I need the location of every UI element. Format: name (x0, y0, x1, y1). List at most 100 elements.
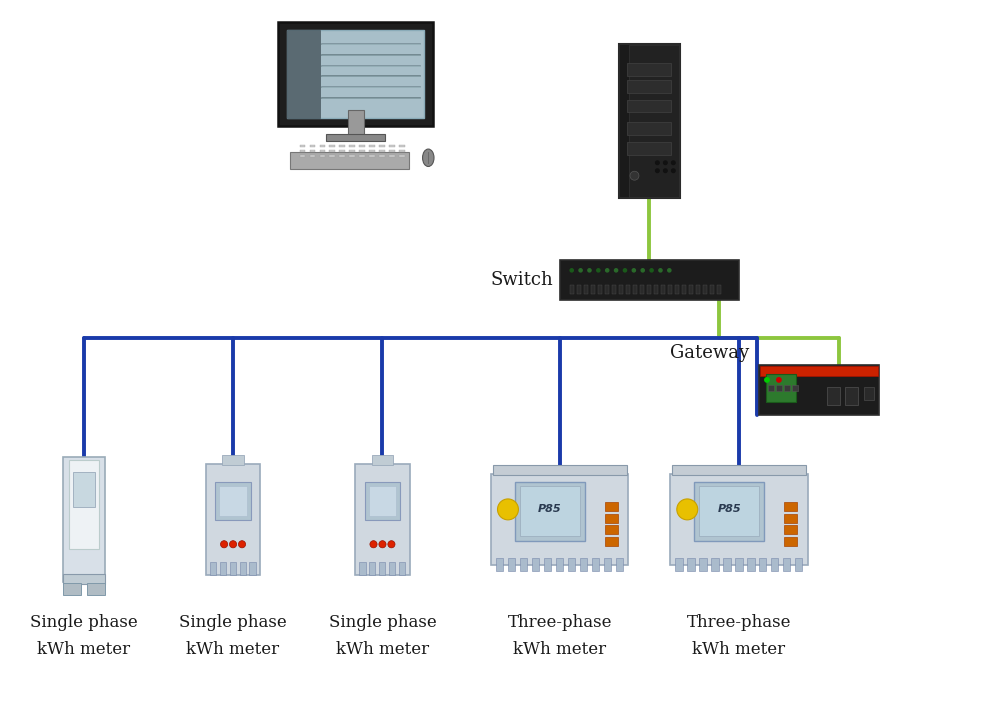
Circle shape (664, 169, 667, 173)
FancyBboxPatch shape (605, 285, 609, 294)
FancyBboxPatch shape (493, 464, 627, 474)
FancyBboxPatch shape (369, 562, 375, 575)
Circle shape (229, 541, 237, 548)
FancyBboxPatch shape (389, 145, 395, 147)
Circle shape (632, 269, 635, 272)
FancyBboxPatch shape (359, 155, 365, 157)
Circle shape (664, 161, 667, 165)
FancyBboxPatch shape (310, 150, 315, 152)
FancyBboxPatch shape (369, 145, 375, 147)
FancyBboxPatch shape (349, 145, 355, 147)
Circle shape (370, 541, 377, 548)
Text: kWh meter: kWh meter (692, 641, 786, 658)
FancyBboxPatch shape (310, 145, 315, 147)
FancyBboxPatch shape (329, 150, 335, 152)
FancyBboxPatch shape (670, 474, 808, 565)
FancyBboxPatch shape (215, 483, 251, 520)
FancyBboxPatch shape (771, 558, 778, 571)
FancyBboxPatch shape (633, 285, 637, 294)
FancyBboxPatch shape (747, 558, 755, 571)
Text: Single phase: Single phase (179, 614, 287, 631)
FancyBboxPatch shape (556, 558, 563, 571)
FancyBboxPatch shape (349, 150, 355, 152)
FancyBboxPatch shape (222, 454, 244, 464)
FancyBboxPatch shape (300, 155, 305, 157)
FancyBboxPatch shape (792, 385, 798, 391)
Circle shape (588, 269, 591, 272)
FancyBboxPatch shape (206, 464, 260, 575)
FancyBboxPatch shape (348, 111, 364, 136)
Ellipse shape (423, 149, 434, 166)
FancyBboxPatch shape (389, 150, 395, 152)
Text: P85: P85 (538, 504, 562, 514)
FancyBboxPatch shape (864, 388, 874, 400)
Text: Three-phase: Three-phase (508, 614, 612, 631)
FancyBboxPatch shape (568, 558, 575, 571)
FancyBboxPatch shape (759, 558, 766, 571)
FancyBboxPatch shape (532, 558, 539, 571)
FancyBboxPatch shape (339, 155, 345, 157)
FancyBboxPatch shape (399, 150, 405, 152)
FancyBboxPatch shape (300, 150, 305, 152)
FancyBboxPatch shape (703, 285, 707, 294)
FancyBboxPatch shape (339, 145, 345, 147)
FancyBboxPatch shape (520, 486, 580, 536)
FancyBboxPatch shape (699, 486, 759, 536)
FancyBboxPatch shape (349, 155, 355, 157)
FancyBboxPatch shape (240, 562, 246, 575)
Circle shape (498, 499, 518, 520)
FancyBboxPatch shape (784, 385, 790, 391)
FancyBboxPatch shape (63, 457, 105, 581)
FancyBboxPatch shape (784, 503, 797, 511)
FancyBboxPatch shape (249, 562, 256, 575)
FancyBboxPatch shape (605, 514, 618, 523)
Text: kWh meter: kWh meter (336, 641, 429, 658)
FancyBboxPatch shape (687, 558, 695, 571)
Circle shape (630, 171, 639, 180)
Text: P85: P85 (717, 504, 741, 514)
FancyBboxPatch shape (668, 285, 672, 294)
FancyBboxPatch shape (612, 285, 616, 294)
FancyBboxPatch shape (63, 583, 81, 595)
FancyBboxPatch shape (795, 558, 802, 571)
FancyBboxPatch shape (605, 503, 618, 511)
FancyBboxPatch shape (515, 481, 585, 541)
FancyBboxPatch shape (672, 464, 806, 474)
FancyBboxPatch shape (365, 483, 400, 520)
FancyBboxPatch shape (699, 558, 707, 571)
Circle shape (672, 169, 675, 173)
Text: kWh meter: kWh meter (37, 641, 130, 658)
FancyBboxPatch shape (689, 285, 693, 294)
FancyBboxPatch shape (711, 558, 719, 571)
FancyBboxPatch shape (379, 145, 385, 147)
FancyBboxPatch shape (580, 558, 587, 571)
Circle shape (238, 541, 246, 548)
Text: kWh meter: kWh meter (186, 641, 280, 658)
FancyBboxPatch shape (647, 285, 651, 294)
FancyBboxPatch shape (210, 562, 216, 575)
Circle shape (765, 378, 769, 382)
FancyBboxPatch shape (605, 537, 618, 546)
Text: Three-phase: Three-phase (687, 614, 791, 631)
FancyBboxPatch shape (592, 558, 599, 571)
FancyBboxPatch shape (369, 150, 375, 152)
Text: Single phase: Single phase (30, 614, 138, 631)
FancyBboxPatch shape (491, 474, 628, 565)
FancyBboxPatch shape (784, 514, 797, 523)
FancyBboxPatch shape (369, 486, 396, 516)
Text: Switch: Switch (490, 271, 553, 289)
FancyBboxPatch shape (604, 558, 611, 571)
FancyBboxPatch shape (379, 155, 385, 157)
FancyBboxPatch shape (577, 285, 581, 294)
FancyBboxPatch shape (320, 155, 325, 157)
Circle shape (379, 541, 386, 548)
FancyBboxPatch shape (717, 285, 721, 294)
Circle shape (388, 541, 395, 548)
FancyBboxPatch shape (654, 285, 658, 294)
FancyBboxPatch shape (359, 145, 365, 147)
FancyBboxPatch shape (845, 387, 858, 405)
Circle shape (614, 269, 618, 272)
FancyBboxPatch shape (627, 122, 671, 136)
FancyBboxPatch shape (379, 562, 385, 575)
FancyBboxPatch shape (619, 285, 623, 294)
